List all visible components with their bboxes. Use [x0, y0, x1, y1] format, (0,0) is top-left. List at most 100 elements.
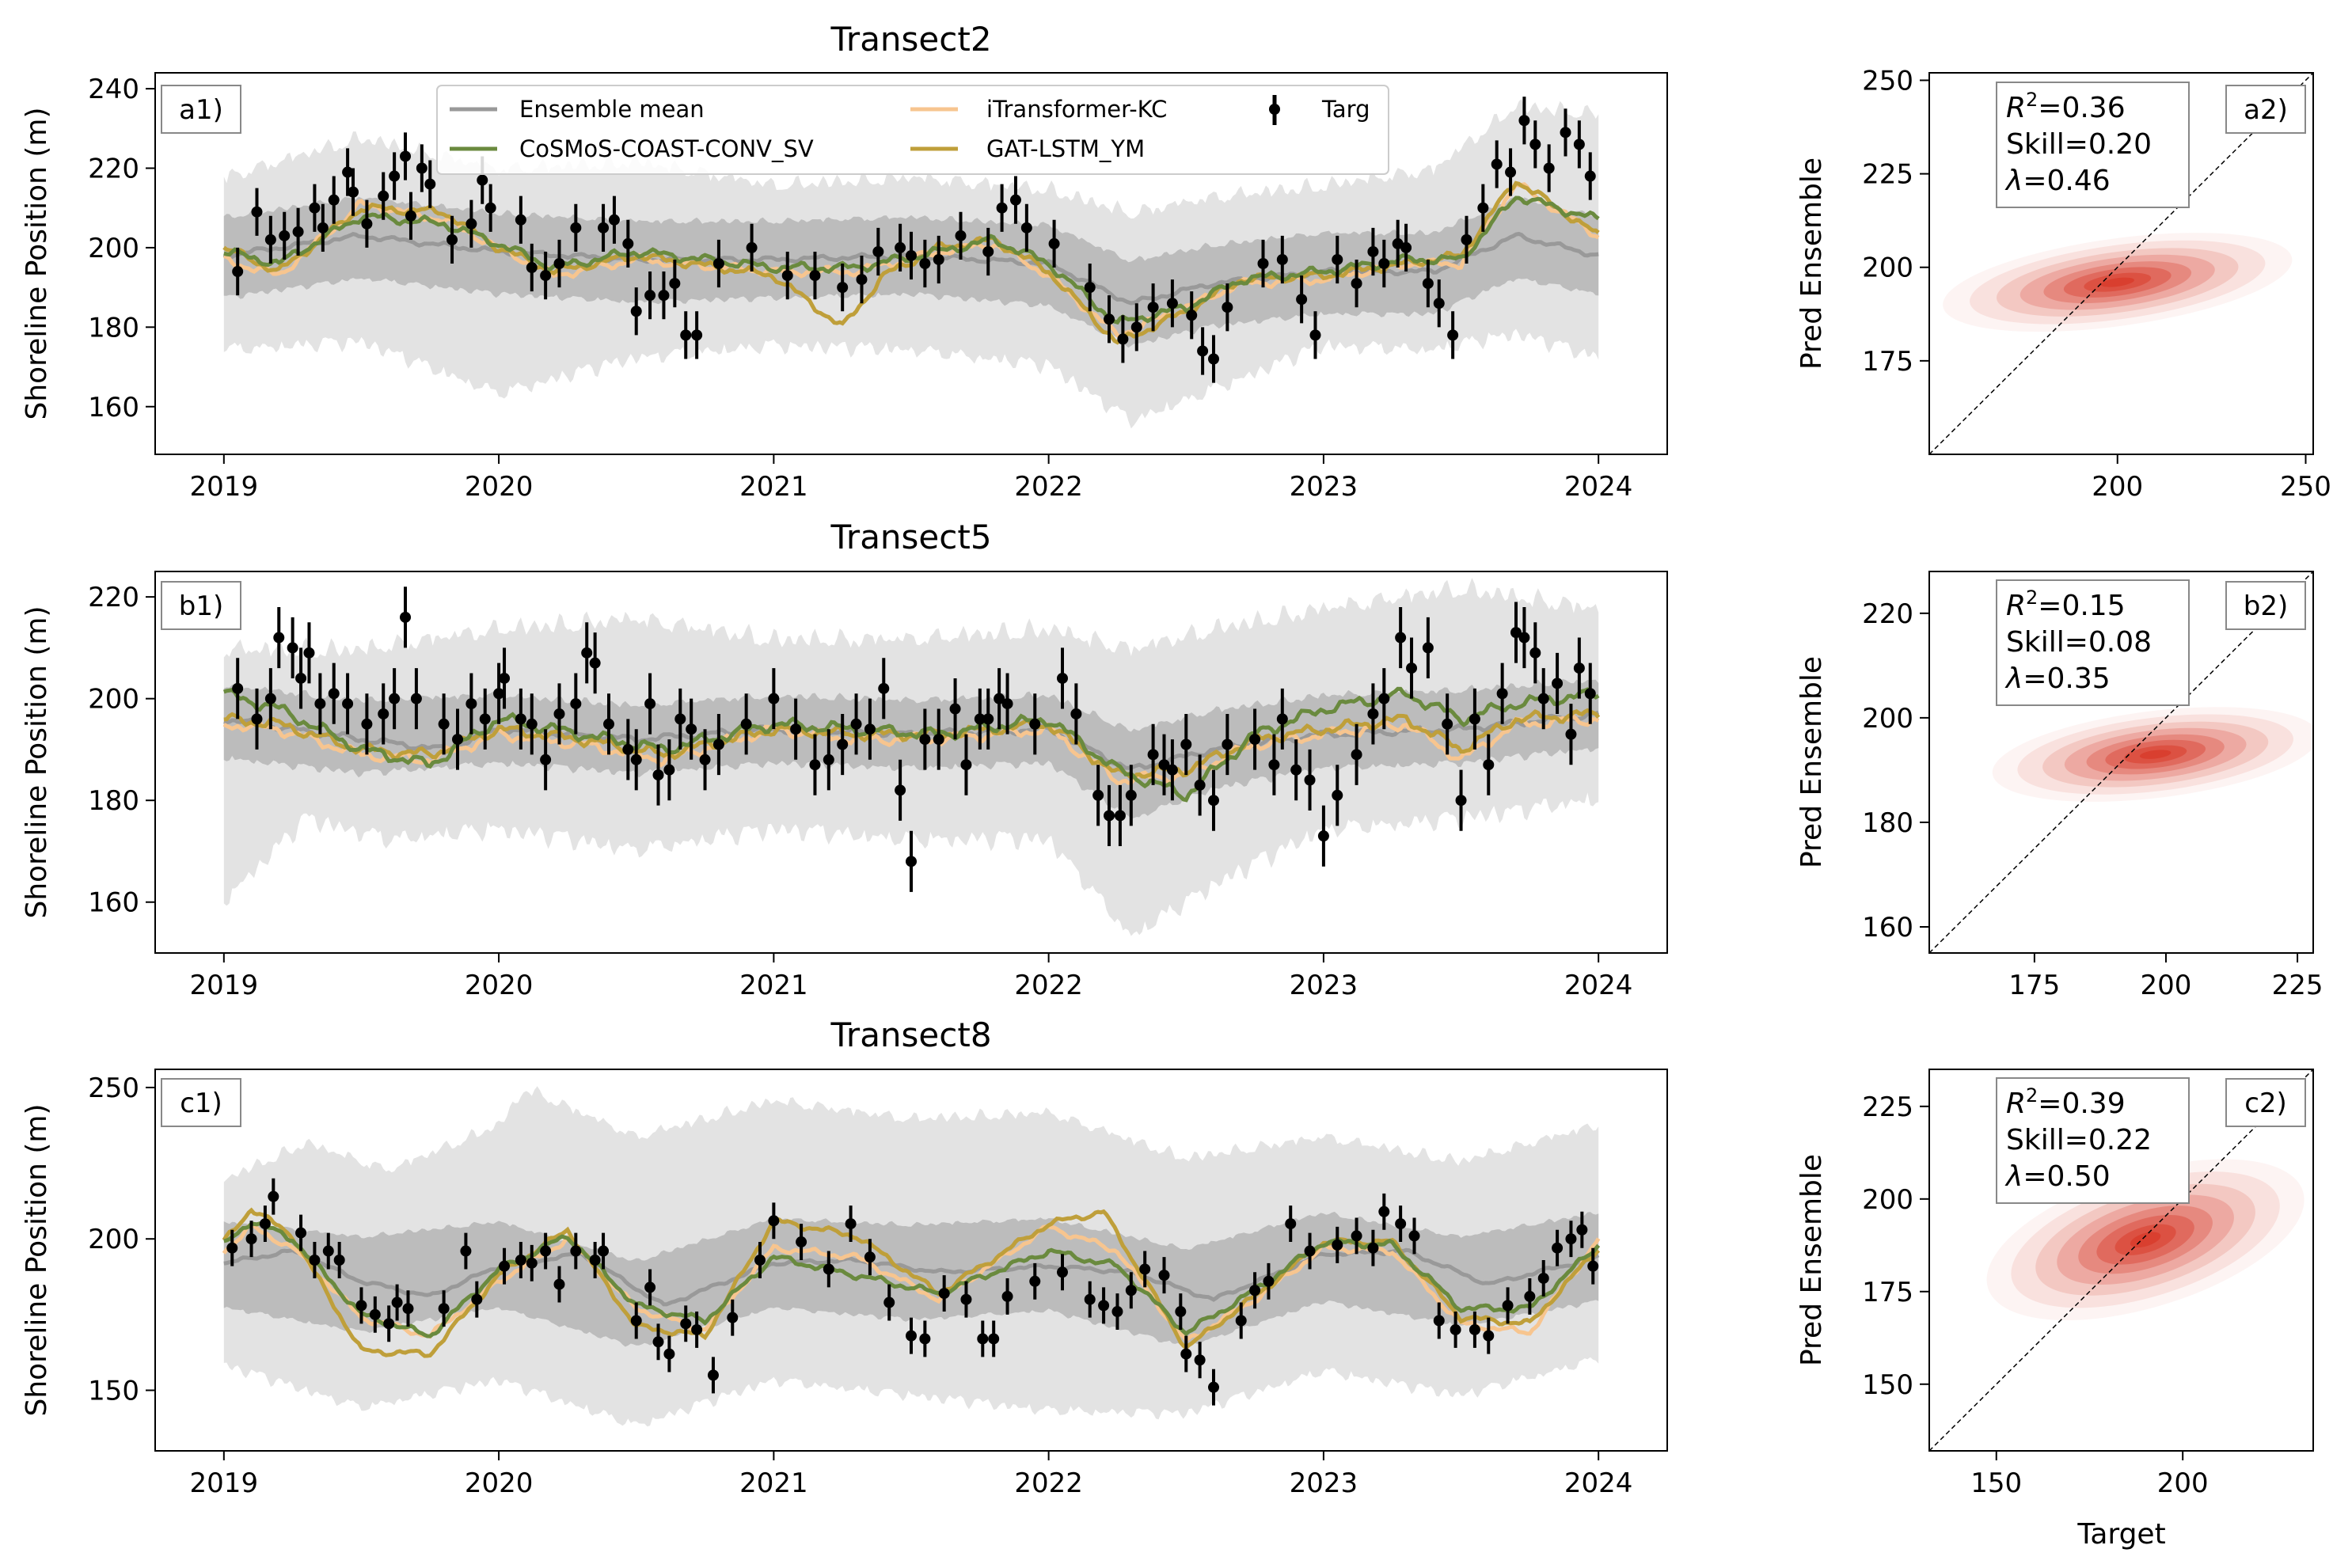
target-point	[680, 329, 692, 341]
x-tick-label: 2022	[1014, 970, 1083, 1001]
target-point	[1537, 693, 1549, 704]
target-point	[622, 743, 634, 755]
target-point	[1180, 738, 1192, 750]
target-point	[982, 713, 994, 725]
x-tick-label: 150	[1970, 1467, 2022, 1499]
stat-skill: Skill=0.20	[2006, 128, 2152, 161]
target-point	[309, 1255, 321, 1266]
cosmos-line	[222, 686, 1600, 803]
target-point	[1332, 789, 1343, 801]
target-point	[1406, 663, 1418, 674]
target-point	[515, 713, 526, 725]
y-axis: 160 180 200 220 240	[88, 74, 155, 423]
target-point	[1186, 309, 1198, 321]
target-point	[1524, 1290, 1536, 1302]
y-tick-label: 225	[1862, 1092, 1913, 1123]
legend-label: GAT-LSTM_YM	[986, 135, 1145, 162]
target-point	[994, 693, 1005, 704]
target-point	[1222, 302, 1233, 313]
target-point	[1502, 1300, 1514, 1312]
kde-contour	[2139, 750, 2172, 759]
target-point	[883, 1297, 895, 1308]
x-axis: 2019 2020 2021 2022 2023 2024	[190, 454, 1633, 503]
legend-swatch-target	[1269, 95, 1280, 125]
target-point	[589, 1255, 601, 1266]
target-point	[906, 856, 917, 868]
target-point	[809, 759, 821, 771]
axes-frame	[154, 571, 1668, 954]
target-point	[809, 270, 821, 282]
target-point	[680, 1318, 692, 1330]
stat-lambda: λ=0.50	[2004, 1160, 2111, 1193]
y-tick-label: 150	[1862, 1369, 1913, 1401]
target-point	[361, 218, 373, 230]
y-tick-label: 220	[88, 154, 139, 185]
target-point	[1285, 1218, 1297, 1230]
target-point	[493, 688, 505, 700]
x-tick-label: 2024	[1564, 970, 1633, 1001]
one-to-one-line	[1929, 1069, 2313, 1451]
panel-tag: b2)	[2244, 590, 2288, 622]
target-point	[864, 1251, 876, 1263]
target-point	[699, 754, 711, 765]
target-point	[1114, 810, 1126, 822]
target-point	[644, 698, 656, 710]
target-point	[740, 718, 752, 730]
target-point	[1208, 1381, 1219, 1393]
target-point	[540, 1245, 552, 1257]
target-point	[378, 190, 389, 202]
target-point	[1367, 1242, 1379, 1254]
stats-box: R2=0.15 Skill=0.08 λ=0.35	[1996, 579, 2190, 706]
target-point	[389, 170, 401, 182]
y-axis-label: Shoreline Position (m)	[21, 606, 53, 918]
target-point	[416, 162, 427, 174]
target-point	[938, 1288, 950, 1300]
y-tick-label: 240	[88, 74, 139, 105]
target-point	[1208, 353, 1219, 365]
x-tick-label: 175	[2008, 970, 2060, 1001]
target-point	[259, 1218, 271, 1230]
target-point	[342, 166, 354, 178]
target-point	[540, 754, 552, 765]
target-point	[895, 784, 906, 796]
y-tick-label: 180	[88, 312, 139, 344]
target-point	[1222, 738, 1233, 750]
target-point	[1249, 1285, 1261, 1297]
plot-area	[222, 578, 1601, 936]
stat-r2: R2=0.15	[2006, 587, 2126, 622]
target-point	[314, 698, 326, 710]
target-point	[1104, 810, 1115, 822]
target-point	[1400, 241, 1412, 253]
target-point	[471, 1293, 483, 1305]
y-tick-label: 200	[1862, 703, 1913, 735]
target-point	[608, 214, 620, 226]
y-tick-label: 200	[1862, 252, 1913, 284]
target-point	[1395, 1218, 1407, 1230]
target-point	[1483, 1330, 1495, 1342]
x-tick-label: 2024	[1564, 471, 1633, 503]
target-point	[872, 245, 884, 257]
legend-label: Targ	[1321, 96, 1370, 123]
target-point	[268, 1190, 279, 1202]
target-point	[570, 698, 582, 710]
target-point	[1166, 764, 1178, 776]
y-tick-label: 220	[88, 582, 139, 613]
panel-c2: 150 200 150 175 200 225 Pred Ensemble Target…	[1795, 1069, 2314, 1551]
target-point	[919, 258, 931, 269]
target-point	[438, 718, 450, 730]
target-point	[1029, 1275, 1041, 1287]
target-point	[1560, 127, 1571, 139]
target-point	[1309, 329, 1321, 341]
target-point	[1565, 1233, 1577, 1245]
target-point	[960, 1293, 972, 1305]
target-point	[933, 253, 944, 265]
x-tick-label: 2023	[1290, 970, 1358, 1001]
x-tick-label: 2021	[739, 471, 808, 503]
target-point	[1576, 1224, 1588, 1236]
y-axis-label: Shoreline Position (m)	[21, 107, 53, 420]
y-axis-label: Shoreline Position (m)	[21, 1103, 53, 1416]
y-tick-label: 180	[1862, 807, 1913, 839]
panel-tag: b1)	[179, 590, 223, 622]
target-point	[1158, 1270, 1170, 1281]
target-point	[369, 1308, 381, 1320]
